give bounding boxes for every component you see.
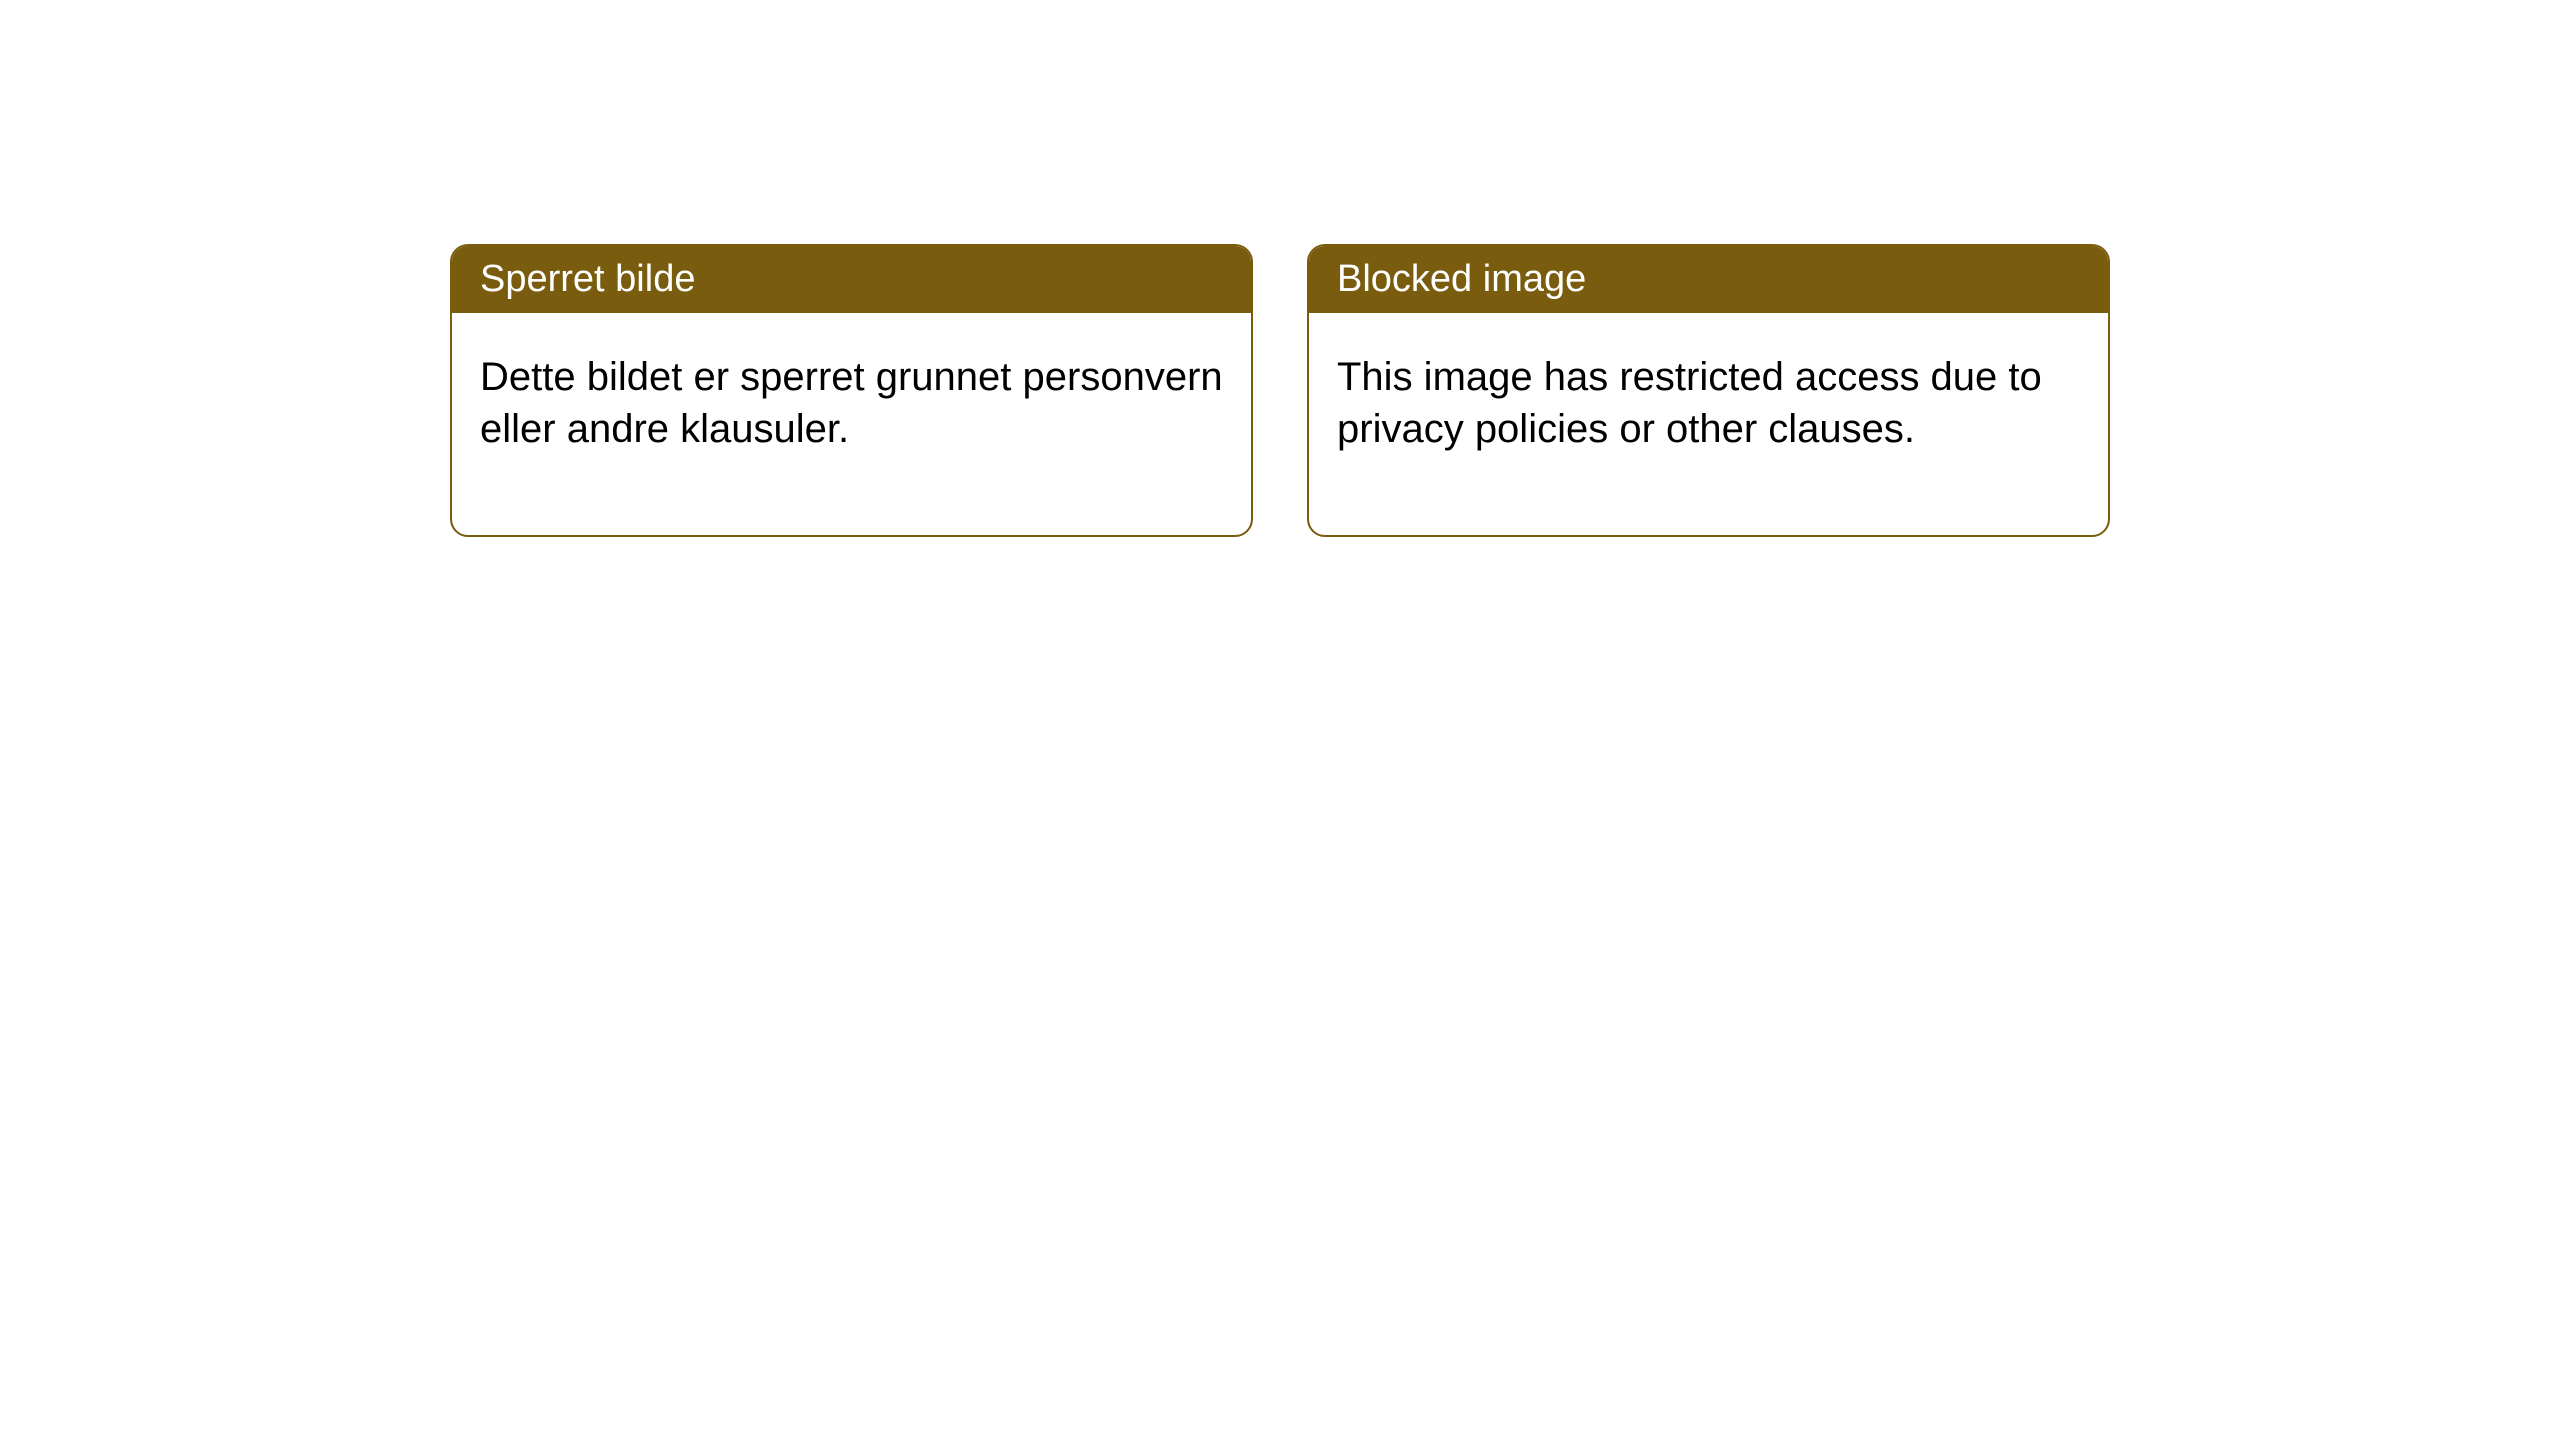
- card-body-english: This image has restricted access due to …: [1309, 313, 2108, 535]
- card-text-english: This image has restricted access due to …: [1337, 355, 2042, 451]
- card-header-english: Blocked image: [1309, 246, 2108, 313]
- card-text-norwegian: Dette bildet er sperret grunnet personve…: [480, 355, 1223, 451]
- card-norwegian: Sperret bilde Dette bildet er sperret gr…: [450, 244, 1253, 537]
- card-body-norwegian: Dette bildet er sperret grunnet personve…: [452, 313, 1251, 535]
- card-header-norwegian: Sperret bilde: [452, 246, 1251, 313]
- card-title-norwegian: Sperret bilde: [480, 258, 695, 300]
- card-english: Blocked image This image has restricted …: [1307, 244, 2110, 537]
- card-title-english: Blocked image: [1337, 258, 1586, 300]
- cards-container: Sperret bilde Dette bildet er sperret gr…: [0, 0, 2560, 537]
